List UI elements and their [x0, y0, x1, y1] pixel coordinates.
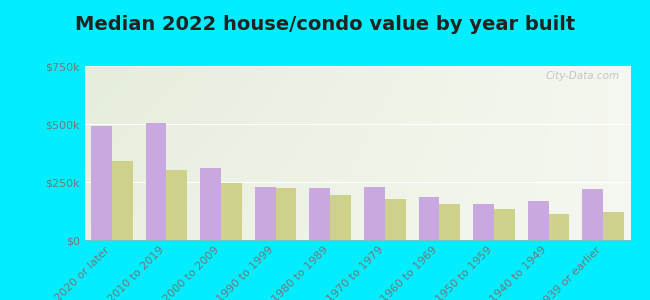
Bar	[221, 183, 242, 240]
Bar	[91, 126, 112, 240]
Bar	[385, 200, 406, 240]
Bar	[146, 123, 166, 240]
Text: Median 2022 house/condo value by year built: Median 2022 house/condo value by year bu…	[75, 15, 575, 34]
Bar	[528, 201, 549, 240]
Bar	[276, 188, 296, 240]
Bar	[364, 187, 385, 240]
Bar	[112, 161, 133, 240]
Bar	[473, 204, 494, 240]
Bar	[166, 170, 187, 240]
Bar	[549, 214, 569, 240]
Bar	[255, 187, 276, 240]
Bar	[330, 195, 351, 240]
Bar	[439, 204, 460, 240]
Bar	[419, 197, 439, 240]
Bar	[494, 209, 515, 240]
Bar	[603, 212, 624, 240]
Bar	[200, 168, 221, 240]
Text: City-Data.com: City-Data.com	[545, 71, 619, 81]
Bar	[582, 189, 603, 240]
Bar	[309, 188, 330, 240]
